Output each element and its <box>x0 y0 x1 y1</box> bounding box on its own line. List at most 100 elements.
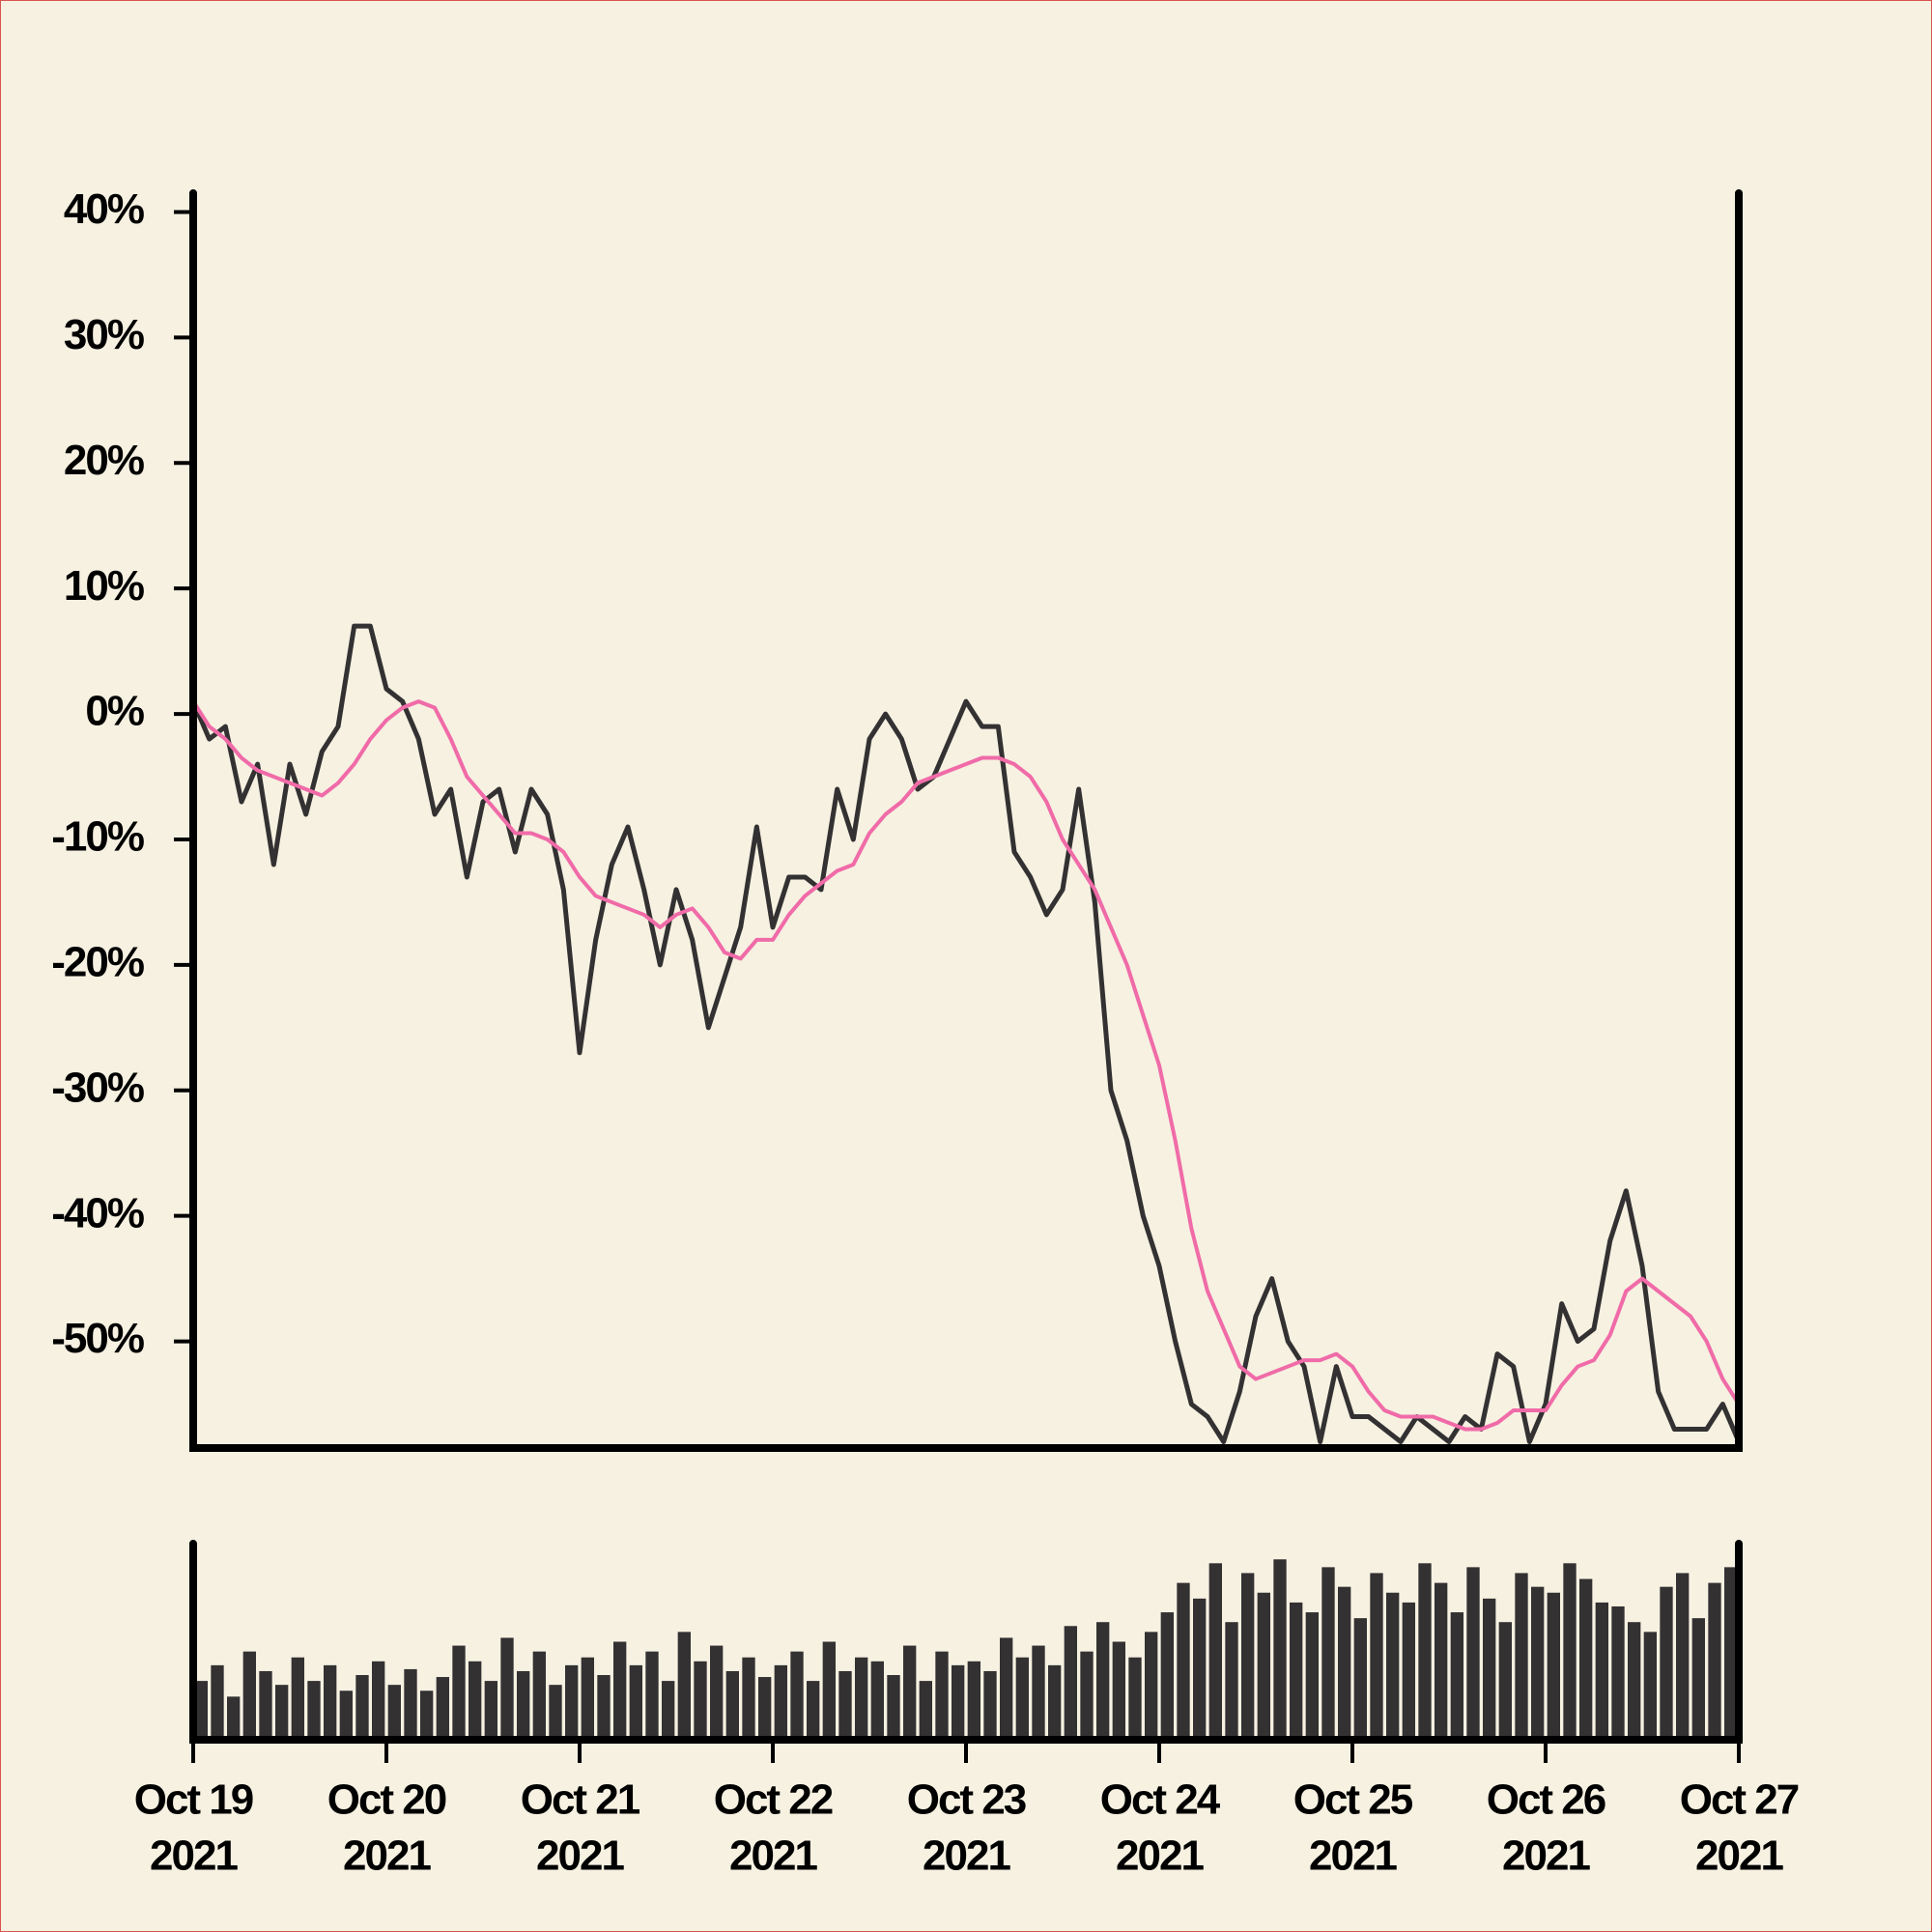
volume-bar <box>259 1670 272 1740</box>
volume-bar <box>565 1664 579 1740</box>
x-tick-date: Oct 27 <box>1680 1776 1799 1824</box>
volume-bar <box>532 1651 546 1740</box>
volume-bar <box>275 1685 289 1740</box>
x-tick-year: 2021 <box>1116 1833 1204 1880</box>
volume-bar <box>1370 1573 1383 1740</box>
volume-bar <box>194 1681 208 1740</box>
volume-bar <box>935 1651 949 1740</box>
y-tick-label: -20% <box>51 939 144 986</box>
volume-bar <box>242 1651 256 1740</box>
x-tick-year: 2021 <box>150 1833 238 1880</box>
volume-bar <box>629 1664 642 1740</box>
volume-bar <box>1015 1657 1029 1740</box>
volume-bar <box>1338 1586 1351 1740</box>
x-tick-year: 2021 <box>729 1833 817 1880</box>
volume-bar <box>372 1661 385 1740</box>
volume-bar <box>469 1661 482 1740</box>
x-tick-date: Oct 21 <box>521 1776 640 1824</box>
volume-bar <box>1483 1598 1496 1740</box>
volume-bar <box>807 1681 820 1740</box>
volume-bar <box>1080 1651 1094 1740</box>
y-tick-label: 30% <box>64 311 144 358</box>
volume-bar <box>1579 1578 1593 1740</box>
volume-bar <box>1032 1645 1045 1740</box>
plot-layers: 40% 30% 20% 10% 0% -10% -20% -30% -40% -50% Oct 19… <box>51 185 1801 1880</box>
volume-bar <box>790 1651 804 1740</box>
volume-bar <box>1112 1641 1125 1740</box>
x-tick-date: Oct 25 <box>1293 1776 1413 1824</box>
volume-bar <box>662 1681 675 1740</box>
y-tick-label: 20% <box>64 437 144 484</box>
volume-bar <box>307 1681 321 1740</box>
volume-bar <box>211 1664 224 1740</box>
volume-bar <box>1611 1605 1625 1740</box>
volume-bar <box>581 1657 594 1740</box>
volume-bar <box>710 1645 724 1740</box>
y-tick-label: 40% <box>64 185 144 233</box>
volume-bar <box>1418 1563 1432 1740</box>
moving-average-line <box>191 699 1741 1432</box>
volume-bar <box>952 1664 965 1740</box>
x-tick-year: 2021 <box>1695 1833 1783 1880</box>
x-tick-date: Oct 26 <box>1487 1776 1605 1824</box>
volume-bar <box>1402 1602 1415 1740</box>
volume-bar <box>387 1685 401 1740</box>
volume-bar <box>1128 1657 1142 1740</box>
volume-bar <box>1064 1626 1077 1740</box>
x-tick-year: 2021 <box>1502 1833 1590 1880</box>
y-tick-label: 10% <box>64 562 144 610</box>
volume-bar <box>838 1670 852 1740</box>
volume-bar <box>919 1681 932 1740</box>
volume-bar <box>758 1677 772 1740</box>
volume-bar <box>1660 1586 1673 1740</box>
volume-bar <box>1547 1592 1560 1740</box>
volume-bar <box>500 1637 514 1740</box>
x-tick-year: 2021 <box>923 1833 1010 1880</box>
volume-bar <box>1466 1567 1480 1740</box>
volume-bar <box>1177 1582 1190 1740</box>
volume-bar <box>1563 1563 1577 1740</box>
volume-bar <box>983 1670 997 1740</box>
volume-bar <box>1321 1567 1335 1740</box>
x-tick-year: 2021 <box>343 1833 431 1880</box>
y-tick-label: -50% <box>51 1315 144 1362</box>
x-tick-date: Oct 23 <box>907 1776 1026 1824</box>
volume-bar <box>1208 1563 1222 1740</box>
volume-bar <box>1628 1622 1641 1740</box>
volume-bar <box>1193 1598 1207 1740</box>
x-tick-date: Oct 22 <box>714 1776 833 1824</box>
x-tick-year: 2021 <box>1309 1833 1397 1880</box>
volume-bar <box>1048 1664 1062 1740</box>
volume-bar <box>1595 1602 1608 1740</box>
volume-bar <box>1691 1618 1705 1740</box>
volume-bar <box>613 1641 627 1740</box>
volume-bar <box>1000 1637 1013 1740</box>
volume-bar <box>355 1675 369 1740</box>
volume-bar <box>452 1645 466 1740</box>
volume-bar <box>404 1668 417 1740</box>
volume-bar <box>436 1677 449 1740</box>
y-tick-label: -40% <box>51 1189 144 1236</box>
volume-bar <box>420 1690 434 1740</box>
volume-bar <box>227 1696 241 1740</box>
volume-bar <box>1498 1622 1512 1740</box>
volume-bar <box>903 1645 917 1740</box>
volume-bar <box>822 1641 836 1740</box>
volume-bar <box>1273 1559 1287 1740</box>
x-tick-year: 2021 <box>536 1833 624 1880</box>
volume-bar <box>645 1651 659 1740</box>
volume-bar <box>870 1661 884 1740</box>
volume-bar <box>1145 1632 1158 1740</box>
volume-bar <box>1435 1582 1448 1740</box>
volume-bar <box>1724 1567 1738 1740</box>
volume-bar <box>1225 1622 1238 1740</box>
volume-bar <box>855 1657 868 1740</box>
volume-bar <box>1450 1612 1463 1740</box>
volume-bar <box>1515 1573 1528 1740</box>
volume-bar <box>887 1675 900 1740</box>
price-axes-frame <box>189 189 1743 1452</box>
y-tick-label: -30% <box>51 1064 144 1111</box>
volume-bar <box>1386 1592 1400 1740</box>
volume-bar <box>1708 1582 1721 1740</box>
